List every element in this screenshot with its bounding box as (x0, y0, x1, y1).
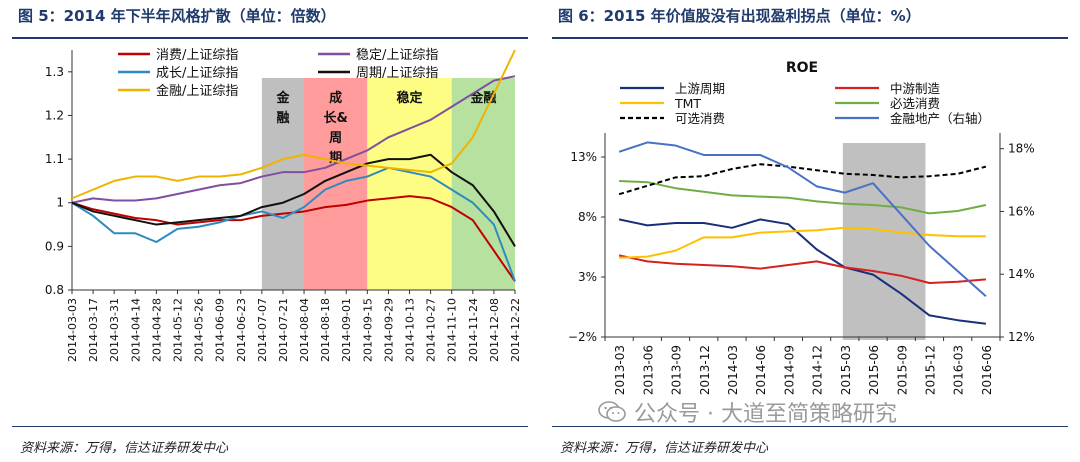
wechat-icon (598, 401, 626, 422)
x-tick-label: 2014-04-14 (129, 298, 142, 362)
x-tick-label: 2015-03 (839, 345, 853, 395)
x-tick-label: 2014-09-29 (382, 298, 395, 362)
x-tick-label: 2014-10-27 (425, 298, 438, 362)
x-tick-label: 2016-03 (952, 345, 966, 395)
series-line (619, 226, 986, 259)
region-label: 金 (275, 90, 290, 106)
y-right-tick-label: 18% (1008, 142, 1035, 156)
series-line (618, 218, 987, 325)
x-tick-label: 2014-12-22 (509, 298, 522, 362)
left-figure-title: 图 5：2014 年下半年风格扩散（单位：倍数） (18, 7, 336, 25)
right-title-rule (552, 37, 1068, 39)
legend-label: 周期/上证综指 (356, 66, 438, 81)
legend-label: 金融地产（右轴） (890, 111, 990, 126)
series-line (71, 166, 516, 282)
style-region (261, 78, 305, 290)
region-label: 成 (329, 90, 342, 106)
x-tick-label: 2014-06 (754, 345, 768, 395)
legend-label: 中游制造 (890, 81, 941, 96)
series-line (619, 180, 987, 215)
x-tick-label: 2014-06-23 (235, 298, 248, 362)
legend-label: 金融/上证综指 (156, 83, 238, 99)
series-line (71, 49, 516, 200)
x-tick-label: 2014-10-13 (404, 298, 417, 362)
y-right-tick-label: 16% (1008, 204, 1035, 218)
right-source: 资料来源：万得，信达证券研发中心 (560, 441, 769, 456)
y-left-tick-label: 8% (578, 210, 597, 224)
region-label: 周 (329, 131, 342, 146)
x-tick-label: 2015-12 (923, 345, 937, 395)
x-tick-label: 2014-03-31 (108, 298, 121, 362)
style-region (304, 78, 368, 290)
y-left-tick-label: 3% (578, 270, 597, 284)
x-tick-label: 2015-09 (895, 345, 909, 395)
right-bottom-rule (552, 426, 1068, 427)
x-tick-label: 2013-09 (670, 345, 684, 395)
series-line (618, 254, 986, 284)
x-tick-label: 2014-11-10 (446, 298, 459, 362)
x-tick-label: 2014-12 (811, 345, 825, 395)
series-line (71, 153, 516, 247)
series-line (618, 163, 987, 196)
legend-label: TMT (674, 96, 701, 111)
y-tick-label: 1.2 (45, 108, 64, 122)
x-tick-label: 2014-05-26 (193, 298, 206, 362)
chart-title: ROE (786, 60, 818, 76)
highlight-region (842, 143, 926, 340)
x-tick-label: 2014-07-21 (277, 298, 290, 362)
x-tick-label: 2014-09-15 (361, 298, 374, 362)
legend-label: 成长/上证综指 (156, 66, 238, 81)
x-tick-label: 2014-09-01 (340, 298, 353, 362)
legend-label: 必选消费 (890, 96, 940, 111)
y-right-tick-label: 14% (1008, 267, 1035, 281)
x-tick-label: 2014-12-08 (488, 298, 501, 362)
x-tick-label: 2014-03-03 (66, 298, 79, 362)
y-right-tick-label: 12% (1008, 330, 1035, 344)
x-tick-label: 2015-06 (867, 345, 881, 395)
x-tick-label: 2014-03 (726, 345, 740, 395)
y-tick-label: 0.9 (45, 239, 64, 253)
x-tick-label: 2014-08-04 (298, 298, 311, 362)
y-left-tick-label: 13% (570, 150, 597, 164)
x-tick-label: 2014-11-24 (467, 298, 480, 362)
x-tick-label: 2014-09 (782, 345, 796, 395)
right-chart: ROE −2% 3% 8% 13% 12% 14% 16% 18% 2013-03 2013-06 2… (568, 60, 1035, 395)
right-figure-title: 图 6：2015 年价值股没有出现盈利拐点（单位：%） (558, 7, 921, 25)
x-tick-label: 2014-08-18 (319, 298, 332, 362)
x-tick-label: 2014-03-17 (87, 298, 100, 362)
region-label: 稳定 (397, 90, 423, 106)
series-line (71, 75, 516, 204)
legend-label: 上游周期 (675, 81, 725, 96)
y-tick-label: 1 (56, 196, 64, 210)
x-tick-label: 2013-03 (613, 345, 627, 395)
y-tick-label: 1.1 (45, 152, 64, 166)
x-tick-label: 2016-06 (980, 345, 994, 395)
left-bottom-rule (12, 426, 528, 427)
x-tick-label: 2013-12 (698, 345, 712, 395)
x-tick-label: 2014-04-28 (150, 298, 163, 362)
legend-label: 消费/上证综指 (156, 48, 238, 63)
watermark: 公众号 · 大道至简策略研究 (598, 396, 897, 428)
left-title-rule (12, 37, 528, 39)
style-region (367, 78, 452, 290)
x-tick-label: 2014-07-07 (256, 298, 269, 362)
y-tick-label: 1.3 (45, 65, 64, 79)
region-label: 长& (324, 110, 348, 126)
y-left-tick-label: −2% (568, 330, 597, 344)
watermark-text: 公众号 · 大道至简策略研究 (634, 402, 897, 427)
x-tick-label: 2013-06 (641, 345, 655, 395)
left-source: 资料来源：万得，信达证券研发中心 (20, 441, 229, 456)
legend-label: 可选消费 (675, 111, 725, 126)
series-line (618, 141, 987, 297)
y-tick-label: 0.8 (45, 283, 64, 297)
x-tick-label: 2014-06-09 (214, 298, 227, 362)
legend-label: 稳定/上证综指 (356, 47, 438, 63)
x-tick-label: 2014-05-12 (171, 298, 184, 362)
region-label: 融 (276, 110, 289, 126)
